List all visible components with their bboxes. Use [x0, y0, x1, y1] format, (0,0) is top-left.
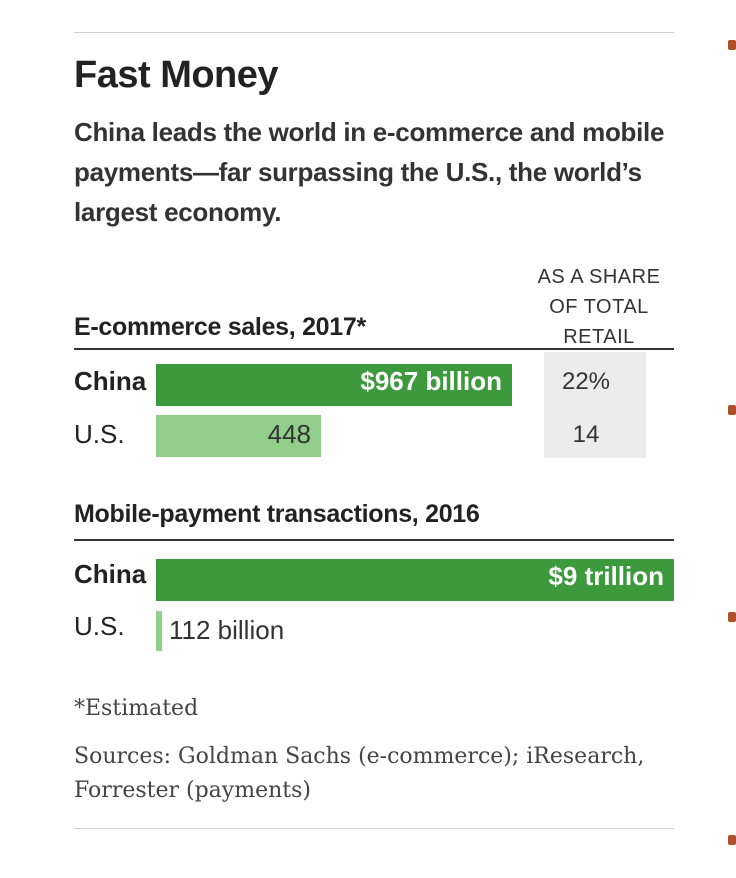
- ecommerce-section-title: E-commerce sales, 2017*: [74, 313, 366, 341]
- edge-mark: [728, 405, 736, 415]
- mobile-value-china: $9 trillion: [548, 561, 664, 591]
- mobile-label-china: China: [74, 559, 147, 589]
- chart-subtitle: China leads the world in e-commerce and …: [74, 117, 665, 227]
- mobile-bar-china: [156, 559, 674, 601]
- share-column-header: AS A SHARE OF TOTAL RETAIL: [524, 262, 674, 352]
- footnote: *Estimated: [74, 696, 199, 721]
- top-rule: [74, 32, 674, 33]
- mobile-value-us: 112 billion: [169, 615, 285, 645]
- mobile-section-rule: [74, 539, 674, 541]
- ecommerce-label-us: U.S.: [74, 419, 125, 449]
- ecommerce-value-us: 448: [267, 419, 311, 449]
- ecommerce-bar-us: [156, 415, 321, 457]
- share-header-line: OF TOTAL: [549, 296, 649, 318]
- sources-note: Sources: Goldman Sachs (e-commerce); iRe…: [74, 744, 645, 803]
- ecommerce-bar-china: [156, 364, 512, 406]
- share-header-line: RETAIL: [563, 326, 635, 348]
- ecommerce-value-china: $967 billion: [360, 366, 502, 396]
- adjacent-text-edge: [724, 0, 736, 878]
- mobile-bar-us: [156, 611, 162, 651]
- chart-title: Fast Money: [74, 54, 279, 96]
- bottom-rule: [74, 828, 674, 829]
- mobile-label-us: U.S.: [74, 611, 125, 641]
- share-value-us: 14: [572, 421, 600, 448]
- share-value-china: 22%: [561, 368, 611, 395]
- edge-mark: [728, 612, 736, 622]
- share-header-line: AS A SHARE: [537, 266, 661, 288]
- mobile-section-title: Mobile-payment transactions, 2016: [74, 500, 480, 528]
- ecommerce-label-china: China: [74, 366, 147, 396]
- edge-mark: [728, 835, 736, 845]
- edge-mark: [728, 40, 736, 50]
- share-column-background: [544, 352, 646, 458]
- ecommerce-section-rule: [74, 348, 674, 350]
